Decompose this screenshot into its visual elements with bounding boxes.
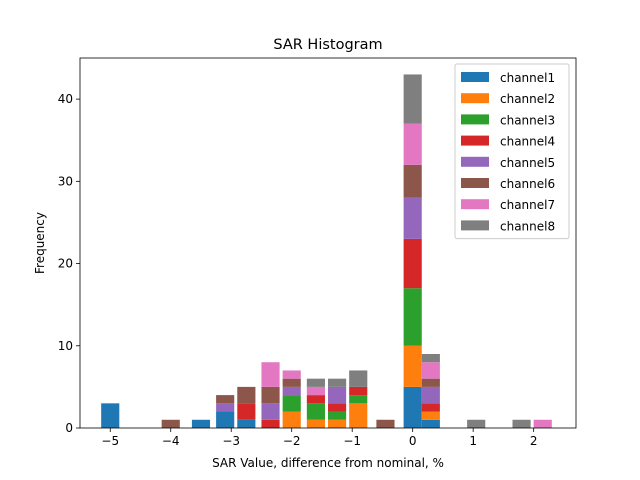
bar-channel1-4 [237, 419, 256, 428]
x-tick-label: −1 [343, 434, 361, 448]
x-axis-label: SAR Value, difference from nominal, % [212, 456, 444, 470]
y-tick-label: 10 [58, 339, 73, 353]
bar-channel4-4 [237, 403, 256, 420]
axes-group [79, 57, 577, 429]
bar-channel4-12 [421, 403, 440, 412]
bar-channel8-13 [467, 419, 486, 428]
bar-channel5-5 [261, 403, 280, 420]
bar-channel4-9 [349, 386, 368, 396]
bar-channel4-5 [261, 419, 280, 428]
x-tick-label: 2 [530, 434, 538, 448]
plot-frame [79, 57, 577, 429]
legend-label-channel5: channel5 [500, 156, 555, 170]
legend-label-channel8: channel8 [500, 219, 555, 233]
legend-swatch-channel1 [461, 72, 489, 82]
bar-channel8-11 [403, 74, 422, 124]
legend-swatch-channel8 [461, 220, 489, 231]
x-tick-label: −5 [101, 434, 119, 448]
bar-channel5-11 [403, 197, 422, 239]
legend-label-channel2: channel2 [500, 92, 555, 106]
bar-channel5-12 [421, 386, 440, 404]
bar-channel7-5 [261, 362, 280, 387]
bar-channel6-10 [376, 419, 395, 428]
bar-channel4-8 [328, 403, 347, 412]
bar-channel2-9 [349, 403, 368, 428]
y-tick-label: 0 [65, 421, 73, 435]
bar-channel2-8 [328, 419, 347, 428]
bar-channel7-12 [421, 362, 440, 379]
legend-label-channel1: channel1 [500, 71, 555, 85]
bar-channel4-11 [403, 238, 422, 289]
bar-channel2-7 [306, 419, 325, 428]
bars-group [101, 74, 552, 428]
legend-box [454, 63, 570, 240]
bar-channel6-6 [282, 378, 301, 387]
x-tick-label: −3 [222, 434, 240, 448]
y-axis-label: Frequency [33, 212, 47, 274]
y-ticks: 0 10 20 30 40 [58, 92, 80, 435]
legend-swatch-channel4 [461, 135, 489, 146]
bar-channel8-12 [421, 354, 440, 363]
legend-swatch-channel5 [461, 156, 489, 167]
bar-channel7-11 [403, 123, 422, 165]
x-tick-label: 1 [469, 434, 477, 448]
bar-channel3-6 [282, 395, 301, 412]
legend: channel1 channel2 channel3 channel4 channel5… [454, 63, 570, 240]
bar-channel1-0 [101, 403, 120, 428]
bar-channel7-6 [282, 370, 301, 379]
bar-channel6-1 [161, 419, 180, 428]
bar-channel8-7 [306, 378, 325, 387]
bar-channel5-8 [328, 386, 347, 404]
bar-channel1-3 [216, 411, 235, 428]
bar-channel3-9 [349, 395, 368, 404]
bar-channel1-12 [421, 419, 440, 428]
legend-swatch-channel3 [461, 114, 489, 125]
legend-label-channel3: channel3 [500, 113, 555, 127]
bar-channel7-15 [533, 419, 552, 428]
bar-channel5-3 [216, 403, 235, 412]
x-tick-label: 0 [409, 434, 417, 448]
y-tick-label: 20 [58, 257, 73, 271]
y-tick-label: 30 [58, 174, 73, 188]
bar-channel7-7 [306, 386, 325, 396]
x-ticks: −5 −4 −3 −2 −1 0 1 2 [101, 428, 537, 448]
bar-channel3-7 [306, 403, 325, 420]
y-tick-label: 40 [58, 92, 73, 106]
bar-channel8-9 [349, 370, 368, 387]
x-tick-label: −4 [162, 434, 180, 448]
bar-channel3-8 [328, 411, 347, 420]
bar-channel6-4 [237, 386, 256, 404]
legend-swatch-channel6 [461, 178, 489, 188]
bar-channel4-7 [306, 395, 325, 404]
bar-channel8-8 [328, 378, 347, 387]
chart-title: SAR Histogram [273, 37, 382, 53]
bar-channel6-5 [261, 386, 280, 404]
bar-channel2-6 [282, 411, 301, 428]
bar-channel1-2 [191, 419, 211, 428]
bar-channel8-14 [512, 419, 531, 428]
bar-channel6-12 [421, 378, 440, 387]
legend-label-channel4: channel4 [500, 135, 555, 149]
legend-label-channel6: channel6 [500, 177, 555, 191]
bar-channel2-11 [403, 345, 422, 387]
bar-channel6-3 [216, 395, 235, 404]
legend-swatch-channel2 [461, 93, 489, 104]
bar-channel2-12 [421, 411, 440, 420]
legend-swatch-channel7 [461, 199, 489, 210]
x-tick-label: −2 [283, 434, 301, 448]
bar-channel1-11 [403, 386, 422, 428]
bar-channel6-11 [403, 164, 422, 198]
bar-channel3-11 [403, 288, 422, 346]
legend-label-channel7: channel7 [500, 198, 555, 212]
bar-channel5-6 [282, 386, 301, 396]
